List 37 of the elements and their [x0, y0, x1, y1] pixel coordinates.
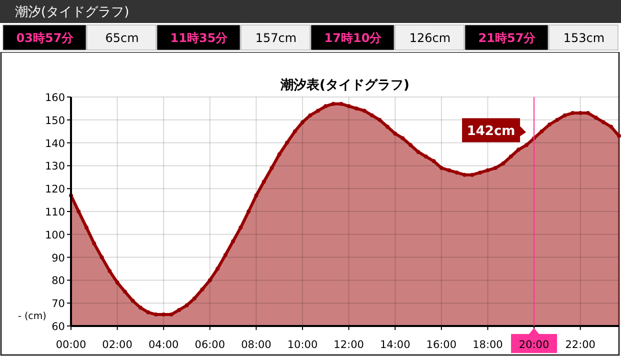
value-balloon: 142cm — [462, 118, 526, 142]
x-tick-label: 18:00 — [472, 339, 503, 351]
x-tick-label: 02:00 — [102, 339, 132, 351]
x-tick-label: 12:00 — [334, 339, 364, 351]
table-cell: 17時10分 — [310, 24, 394, 50]
table-cell: 157cm — [240, 24, 310, 50]
y-tick-label: 70 — [52, 298, 65, 310]
y-tick-label: 100 — [44, 229, 65, 242]
table-cell: 153cm — [548, 24, 618, 50]
x-tick-label: 10:00 — [287, 339, 318, 351]
y-tick-label: 60 — [52, 321, 65, 333]
table-cell: 03時57分 — [2, 24, 86, 50]
annotation: 142cm — [466, 124, 516, 140]
x-tick-label: 14:00 — [380, 339, 410, 351]
x-tick-label: 22:00 — [565, 339, 596, 351]
ref-line-label: 20:00 — [518, 339, 550, 351]
x-tick-label: 00:00 — [56, 339, 86, 351]
header-bar: 潮汐(タイドグラフ) — [0, 0, 621, 23]
table-cell: 21時57分 — [464, 24, 548, 50]
cursor-label: 20:00 — [511, 328, 558, 353]
x-tick-label: 16:00 — [426, 339, 457, 351]
y-tick-label: 130 — [44, 160, 65, 173]
chart-title: 潮汐表(タイドグラフ) — [280, 78, 410, 93]
table-cell: 11時35分 — [156, 24, 240, 50]
x-tick-label: 08:00 — [241, 339, 272, 351]
y-tick-label: 150 — [44, 114, 65, 127]
y-tick-label: 160 — [44, 92, 65, 104]
table-cell: 126cm — [394, 24, 464, 50]
x-tick-label: 04:00 — [148, 339, 179, 351]
y-tick-label: 110 — [44, 206, 65, 218]
x-tick-label: 06:00 — [194, 339, 226, 351]
y-tick-label: 140 — [44, 138, 65, 150]
table-cell: 65cm — [86, 24, 156, 50]
y-tick-label: 90 — [52, 252, 65, 264]
y-tick-label: 120 — [44, 184, 65, 196]
y-tick-label: 80 — [52, 275, 65, 288]
y-axis-title: - (cm) — [18, 311, 46, 322]
